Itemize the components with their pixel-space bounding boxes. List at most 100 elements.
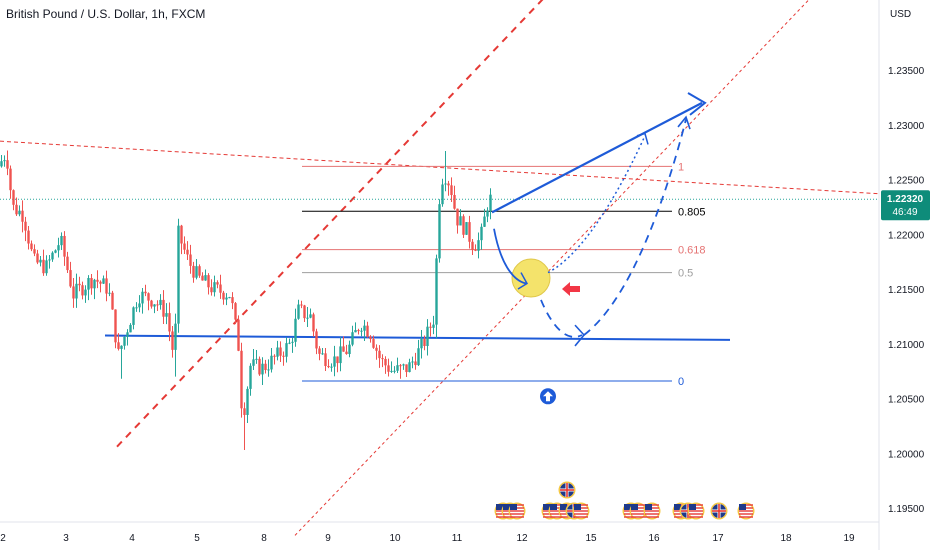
projection-up-line[interactable] (491, 101, 703, 214)
price-tick-label: 1.21000 (888, 340, 925, 351)
flag-stripe (560, 516, 574, 518)
candle-body (261, 363, 264, 375)
candle-body (87, 277, 90, 290)
projection-pullback-arrowhead[interactable] (517, 272, 529, 290)
resistance-trendline[interactable] (0, 140, 880, 195)
red-arrow-shape (562, 282, 580, 296)
candle-body (363, 325, 366, 331)
flag-stripe (739, 516, 753, 518)
us-flag-icon[interactable] (687, 502, 705, 520)
projection-up-arrowhead[interactable] (687, 92, 707, 116)
projection-dashed-down[interactable] (540, 299, 583, 338)
current-price-box (881, 190, 930, 221)
candle-body (348, 344, 351, 355)
candle-body (96, 279, 99, 282)
candle-body (282, 355, 285, 357)
candle-body (15, 204, 18, 215)
time-tick-label: 15 (585, 533, 597, 544)
candle-body (222, 292, 225, 300)
candle-body (99, 281, 102, 284)
candle-body (66, 256, 69, 271)
projection-dashed-up-arrowhead[interactable] (677, 115, 691, 130)
time-tick-label: 17 (712, 533, 724, 544)
time-tick-label: 8 (261, 533, 267, 544)
candle-body (288, 342, 291, 344)
projection-pullback-arrow[interactable] (493, 228, 527, 285)
flag-stripe (574, 516, 588, 518)
candle-body (0, 161, 3, 167)
flag-stripe (689, 513, 703, 515)
candle-body (474, 249, 477, 251)
flag-stripe (550, 513, 564, 515)
fib-level-label: 1 (678, 161, 684, 173)
projection-dashed-up[interactable] (583, 119, 687, 336)
candle-body (117, 342, 120, 349)
candle-body (120, 345, 123, 349)
flag-stripe (510, 510, 524, 512)
candle-body (450, 185, 453, 196)
flag-canton (674, 504, 681, 510)
candle-body (57, 245, 60, 251)
candle-body (30, 243, 33, 250)
candle-body (330, 366, 333, 368)
projection-dotted-curve[interactable] (547, 135, 646, 274)
flag-canton (739, 504, 746, 510)
flag-canton (510, 504, 517, 510)
candle-body (258, 358, 261, 375)
candle-body (462, 216, 465, 235)
candle-body (27, 230, 30, 244)
flag-stripe (645, 510, 659, 512)
candle-body (312, 314, 315, 332)
price-tick-label: 1.20500 (888, 395, 925, 406)
candle-body (231, 297, 234, 304)
candle-body (378, 350, 381, 359)
uk-flag-icon[interactable] (558, 481, 576, 499)
flag-stripe (510, 513, 524, 515)
candle-body (114, 309, 117, 343)
candle-body (387, 365, 390, 372)
candle-body (3, 160, 6, 162)
channel-lower-line[interactable] (294, 0, 815, 536)
candle-body (294, 318, 297, 342)
candle-body (78, 283, 81, 286)
price-tick-label: 1.19500 (888, 504, 925, 515)
candle-body (93, 279, 96, 289)
candle-body (174, 323, 177, 350)
drawings-layer: 1 0.805 0.618 0.5 0 (0, 0, 880, 536)
candle-body (225, 297, 228, 300)
us-flag-icon[interactable] (737, 502, 755, 520)
candle-body (465, 222, 468, 235)
us-flag-icon[interactable] (629, 502, 647, 520)
candle-body (456, 208, 459, 226)
uk-flag-icon[interactable] (710, 502, 728, 520)
candle-body (162, 299, 165, 317)
candle-body (315, 331, 318, 349)
red-arrow-icon (562, 282, 580, 296)
price-axis-currency: USD (890, 9, 911, 20)
us-flag-icon[interactable] (643, 502, 661, 520)
us-flag-icon[interactable] (572, 502, 590, 520)
projection-dotted-arrowhead[interactable] (636, 132, 649, 145)
candle-body (156, 304, 159, 306)
highlight-circle[interactable] (511, 258, 551, 298)
flag-stripe (574, 513, 588, 515)
time-tick-label: 5 (194, 533, 200, 544)
time-tick-label: 10 (389, 533, 401, 544)
support-line[interactable] (104, 334, 731, 341)
candle-body (318, 348, 321, 354)
time-tick-label: 18 (780, 533, 792, 544)
candle-body (285, 343, 288, 357)
candle-body (177, 225, 180, 324)
channel-upper-line[interactable] (116, 0, 590, 448)
us-flag-icon[interactable] (508, 502, 526, 520)
candle-body (81, 285, 84, 296)
candle-body (213, 282, 216, 293)
flag-cross-v-red (718, 504, 720, 518)
candle-body (48, 259, 51, 261)
candle-body (39, 259, 42, 263)
candle-body (306, 317, 309, 319)
candle-body (102, 278, 105, 284)
candle-body (201, 275, 204, 281)
